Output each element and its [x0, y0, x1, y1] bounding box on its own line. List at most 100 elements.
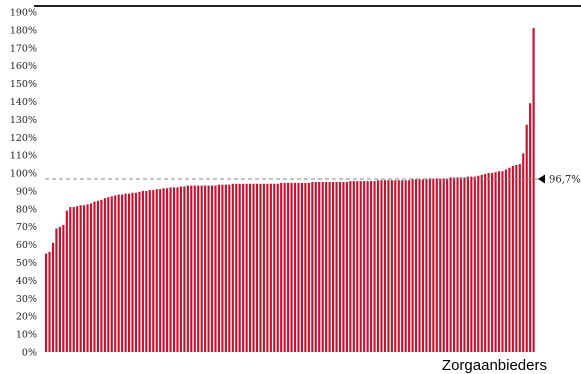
bar	[338, 182, 342, 352]
bar	[252, 183, 255, 352]
bar	[311, 182, 314, 352]
bar	[428, 178, 431, 352]
bar	[159, 189, 162, 352]
bar	[259, 183, 262, 352]
y-tick-label: 50%	[16, 258, 37, 269]
reference-label: 96,7%	[549, 174, 581, 185]
bar	[197, 185, 200, 352]
x-axis-label: Zorgaanbieders	[442, 357, 547, 374]
bar	[529, 103, 532, 352]
bar	[76, 206, 79, 352]
y-tick-label: 10%	[16, 330, 37, 341]
bar	[522, 153, 525, 352]
bar	[217, 184, 221, 352]
bar	[169, 187, 172, 352]
bar	[494, 172, 497, 352]
bar	[55, 228, 58, 352]
bar	[238, 183, 241, 352]
bar	[356, 181, 359, 352]
bar	[449, 177, 452, 352]
bar	[83, 205, 86, 352]
bar	[414, 179, 418, 352]
bar	[383, 180, 386, 352]
bar	[470, 176, 473, 352]
bar	[269, 183, 272, 352]
bar	[408, 180, 411, 352]
bar	[283, 182, 286, 352]
bar	[86, 204, 89, 352]
bar	[103, 198, 106, 352]
bar	[401, 180, 404, 352]
bar	[418, 179, 421, 352]
y-tick-label: 140%	[10, 97, 37, 108]
bar	[72, 207, 75, 352]
bar	[459, 177, 463, 352]
bar	[152, 190, 155, 352]
bar	[204, 185, 207, 352]
bar	[342, 182, 345, 352]
y-tick-label: 0%	[22, 348, 37, 359]
bar	[504, 169, 508, 352]
bar	[110, 196, 113, 352]
bar	[352, 181, 355, 352]
y-tick-label: 160%	[10, 61, 37, 72]
bar	[114, 195, 117, 352]
bar	[380, 180, 383, 352]
bar	[179, 186, 182, 352]
y-tick-label: 80%	[16, 204, 37, 215]
bar	[491, 173, 494, 352]
bar	[266, 183, 269, 352]
bar	[65, 210, 68, 352]
y-tick-label: 180%	[10, 25, 37, 36]
bar	[480, 174, 483, 352]
bar	[525, 124, 528, 353]
bar	[93, 201, 96, 352]
bar	[131, 192, 134, 352]
bar	[231, 183, 234, 352]
bar	[138, 191, 141, 352]
bar	[325, 182, 328, 352]
bar	[511, 165, 514, 352]
bar	[518, 164, 521, 352]
bar	[421, 179, 425, 352]
bar	[117, 194, 120, 352]
bar	[307, 182, 310, 352]
bar	[373, 181, 376, 352]
bar	[484, 173, 487, 352]
y-tick-label: 170%	[10, 43, 37, 54]
bar	[425, 179, 428, 352]
bar	[439, 178, 442, 352]
bar	[134, 192, 138, 352]
bar	[487, 173, 490, 352]
bar	[432, 178, 435, 352]
bar	[207, 185, 210, 352]
bar	[96, 200, 100, 352]
bar	[166, 188, 169, 352]
bar	[345, 182, 348, 352]
bar	[48, 251, 51, 352]
bar	[435, 178, 438, 352]
bar	[366, 181, 369, 352]
bar	[297, 182, 300, 352]
bar	[245, 183, 248, 352]
bar	[497, 171, 501, 352]
bar	[228, 184, 231, 352]
bar	[359, 181, 362, 352]
bar	[51, 242, 55, 352]
y-tick-label: 120%	[10, 133, 37, 144]
bar	[321, 182, 324, 352]
y-axis: 0% 10% 20% 30% 40% 50% 60% 70% 80% 90% 100% 110% 120…	[10, 8, 37, 359]
bar	[446, 178, 449, 352]
bar	[124, 193, 127, 352]
y-tick-label: 20%	[16, 312, 37, 323]
bar	[501, 171, 504, 352]
bar	[242, 183, 245, 352]
bar	[331, 182, 335, 352]
bar	[89, 203, 93, 352]
bar	[155, 189, 158, 352]
bar	[463, 177, 466, 352]
bar	[79, 205, 82, 352]
bar	[466, 176, 469, 352]
bar	[293, 182, 297, 352]
